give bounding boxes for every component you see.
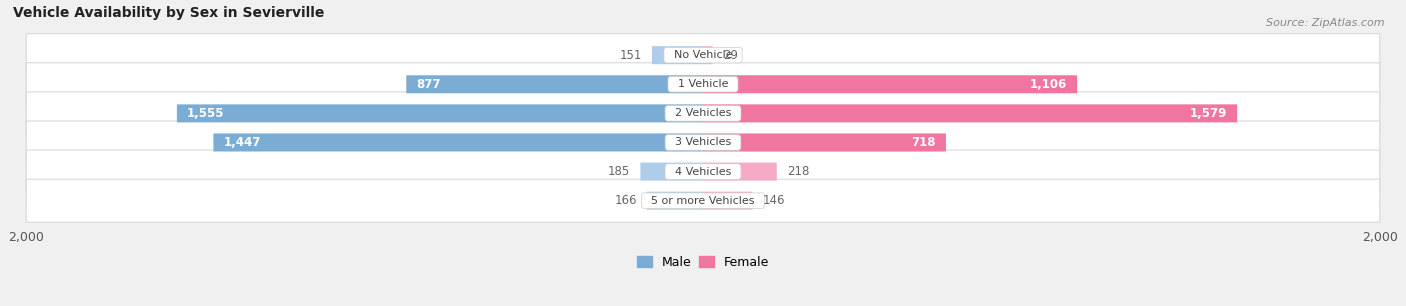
FancyBboxPatch shape xyxy=(177,104,703,122)
FancyBboxPatch shape xyxy=(703,133,946,151)
FancyBboxPatch shape xyxy=(703,162,776,181)
FancyBboxPatch shape xyxy=(27,63,1379,106)
FancyBboxPatch shape xyxy=(27,34,1379,77)
Text: 1,106: 1,106 xyxy=(1029,78,1067,91)
Text: 718: 718 xyxy=(911,136,936,149)
Text: 166: 166 xyxy=(614,194,637,207)
Text: 29: 29 xyxy=(723,49,738,62)
FancyBboxPatch shape xyxy=(27,121,1379,164)
FancyBboxPatch shape xyxy=(647,192,703,210)
FancyBboxPatch shape xyxy=(703,75,1077,93)
FancyBboxPatch shape xyxy=(27,179,1379,222)
Text: 151: 151 xyxy=(620,49,641,62)
Text: 5 or more Vehicles: 5 or more Vehicles xyxy=(644,196,762,206)
FancyBboxPatch shape xyxy=(214,133,703,151)
Text: 218: 218 xyxy=(787,165,810,178)
FancyBboxPatch shape xyxy=(27,150,1379,193)
FancyBboxPatch shape xyxy=(27,92,1379,135)
Text: 1,579: 1,579 xyxy=(1189,107,1227,120)
Text: 185: 185 xyxy=(607,165,630,178)
FancyBboxPatch shape xyxy=(703,104,1237,122)
FancyBboxPatch shape xyxy=(703,192,752,210)
Text: Vehicle Availability by Sex in Sevierville: Vehicle Availability by Sex in Seviervil… xyxy=(13,6,325,20)
Text: Source: ZipAtlas.com: Source: ZipAtlas.com xyxy=(1267,18,1385,28)
Text: No Vehicle: No Vehicle xyxy=(666,50,740,60)
Text: 1 Vehicle: 1 Vehicle xyxy=(671,79,735,89)
Text: 2 Vehicles: 2 Vehicles xyxy=(668,108,738,118)
FancyBboxPatch shape xyxy=(640,162,703,181)
FancyBboxPatch shape xyxy=(406,75,703,93)
FancyBboxPatch shape xyxy=(703,46,713,64)
Text: 1,447: 1,447 xyxy=(224,136,262,149)
Text: 146: 146 xyxy=(762,194,785,207)
Text: 877: 877 xyxy=(416,78,441,91)
Legend: Male, Female: Male, Female xyxy=(631,251,775,274)
Text: 1,555: 1,555 xyxy=(187,107,225,120)
Text: 4 Vehicles: 4 Vehicles xyxy=(668,166,738,177)
Text: 3 Vehicles: 3 Vehicles xyxy=(668,137,738,147)
FancyBboxPatch shape xyxy=(652,46,703,64)
